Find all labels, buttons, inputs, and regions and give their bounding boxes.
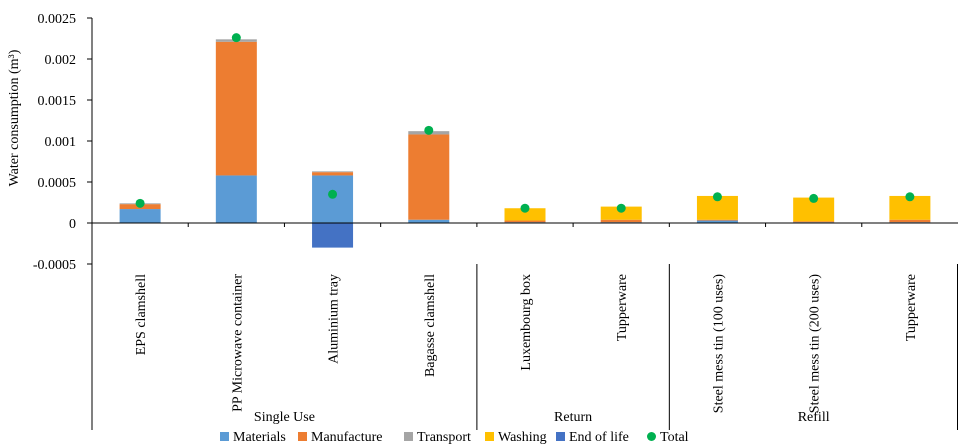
- category-label: Tupperware: [615, 274, 630, 341]
- legend-swatch: [220, 432, 229, 441]
- bar-segment-transport: [312, 171, 354, 173]
- y-tick-label: 0.0015: [38, 94, 77, 109]
- bar-segment-materials: [312, 175, 354, 223]
- legend-swatch: [647, 432, 656, 441]
- y-tick-label: 0.0025: [38, 12, 77, 27]
- bar-segment-manufacture: [696, 219, 738, 221]
- category-label: EPS clamshell: [134, 274, 149, 355]
- group-label: Single Use: [254, 410, 315, 425]
- bar-segment-manufacture: [215, 41, 257, 176]
- bar-segment-manufacture: [793, 221, 835, 223]
- bar-segment-manufacture: [600, 219, 642, 223]
- total-marker: [135, 198, 145, 208]
- total-marker: [905, 192, 915, 202]
- y-tick-label: 0.001: [45, 135, 77, 150]
- legend-label: Manufacture: [311, 430, 383, 445]
- total-marker: [328, 189, 338, 199]
- bar-segment-materials: [215, 175, 257, 223]
- legend-label: Materials: [233, 430, 286, 445]
- total-marker: [616, 203, 626, 213]
- group-label: Return: [554, 410, 592, 425]
- bar-segment-washing: [793, 197, 835, 222]
- category-label: Bagasse clamshell: [423, 274, 438, 377]
- group-labels: Single Use Return Refill: [254, 410, 830, 425]
- bar-segment-materials: [119, 209, 161, 223]
- y-tick-label: 0: [69, 217, 76, 232]
- bar-segment-washing: [889, 195, 931, 220]
- total-marker: [520, 203, 530, 213]
- group-label: Refill: [798, 410, 830, 425]
- total-marker: [809, 193, 819, 203]
- total-marker: [712, 192, 722, 202]
- category-label: Steel mess tin (200 uses): [808, 274, 823, 414]
- category-label: Aluminium tray: [327, 274, 342, 364]
- y-tick-label: 0.0005: [38, 176, 77, 191]
- bar-segment-manufacture: [312, 172, 354, 176]
- category-label: Luxembourg box: [519, 274, 534, 371]
- legend-label: End of life: [569, 430, 629, 445]
- y-tick-label: -0.0005: [33, 258, 76, 273]
- bar-segment-manufacture: [408, 134, 450, 220]
- bar-segment-materials: [696, 220, 738, 223]
- category-labels: EPS clamshell PP Microwave container Alumi…: [134, 274, 919, 414]
- total-markers: [135, 33, 915, 213]
- bars: [119, 39, 931, 248]
- category-label: Tupperware: [904, 274, 919, 341]
- legend-swatch: [556, 432, 565, 441]
- bar-segment-washing: [600, 206, 642, 220]
- category-label: Steel mess tin (100 uses): [711, 274, 726, 414]
- bar-segment-washing: [696, 195, 738, 220]
- total-marker: [231, 33, 241, 43]
- legend-swatch: [298, 432, 307, 441]
- bar-segment-washing: [504, 208, 546, 221]
- bar-segment-manufacture: [504, 220, 546, 223]
- legend-swatch: [485, 432, 494, 441]
- y-axis-ticks: 0.0025 0.002 0.0015 0.001 0.0005 0 -0.0005: [33, 12, 76, 273]
- bar-segment-end-of-life: [312, 223, 354, 248]
- total-marker: [424, 125, 434, 135]
- legend: Materials Manufacture Transport Washing End …: [220, 430, 689, 445]
- legend-label: Total: [660, 430, 689, 445]
- legend-swatch: [404, 432, 413, 441]
- bar-segment-manufacture: [889, 219, 931, 223]
- y-axis-title: Water consumption (m³): [7, 49, 22, 186]
- legend-label: Transport: [417, 430, 471, 445]
- category-label: PP Microwave container: [230, 274, 245, 412]
- y-tick-label: 0.002: [45, 53, 77, 68]
- bar-segment-materials: [408, 219, 450, 223]
- legend-label: Washing: [498, 430, 547, 445]
